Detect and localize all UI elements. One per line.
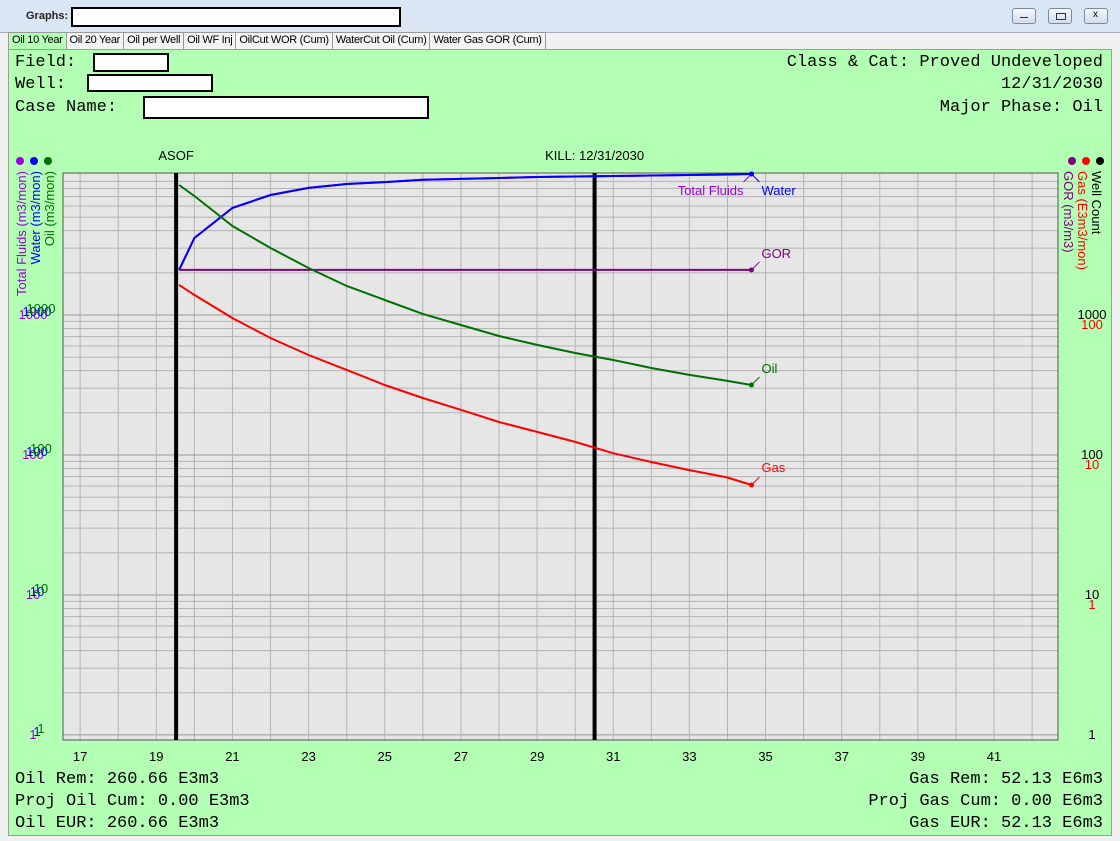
series-label: Total Fluids [678, 183, 744, 198]
field-label: Field: [15, 53, 77, 72]
tab[interactable]: OilCut WOR (Cum) [235, 32, 333, 49]
x-tick-label: 25 [378, 749, 392, 764]
y-tick-label-right: 100 [1081, 447, 1103, 462]
tab[interactable]: Oil 10 Year [8, 32, 67, 49]
y2-tick-label: 10 [1085, 457, 1099, 472]
graphs-selector[interactable] [71, 7, 401, 27]
axis-indicator [44, 157, 52, 165]
y-tick-label: 10 [34, 581, 48, 596]
x-tick-label: 21 [225, 749, 239, 764]
y-tick-label: 1000 [19, 307, 48, 322]
y2-axis-title: Well Count [1089, 171, 1104, 235]
y-tick-label-right: 1 [1088, 727, 1095, 742]
gas-rem: Gas Rem: 52.13 E6m3 [909, 770, 1103, 789]
axis-indicator [1096, 157, 1104, 165]
y-tick-label: 100 [26, 444, 48, 459]
case-name-label: Case Name: [15, 98, 118, 117]
series-label: Gas [761, 460, 785, 475]
y-tick-label: 10 [30, 584, 44, 599]
axis-indicator [30, 157, 38, 165]
y-axis-title: Water (m3/mon) [28, 171, 43, 264]
well-value [87, 74, 213, 92]
y2-tick-label: 100 [1081, 317, 1103, 332]
case-name-value [143, 96, 429, 119]
x-tick-label: 41 [987, 749, 1001, 764]
y-tick-label-right: 1000 [1078, 307, 1107, 322]
y-tick-label: 1000 [23, 304, 52, 319]
y-tick-label: 10 [26, 587, 40, 602]
x-tick-label: 19 [149, 749, 163, 764]
y-tick-label: 100 [30, 441, 52, 456]
well-label: Well: [15, 75, 67, 94]
series-line [178, 284, 752, 486]
x-tick-label: 33 [682, 749, 696, 764]
label-connector [751, 261, 760, 271]
graphs-label: Graphs: [26, 10, 69, 22]
major-phase: Major Phase: Oil [939, 98, 1103, 117]
oil-rem: Oil Rem: 260.66 E3m3 [15, 770, 220, 789]
x-tick-label: 31 [606, 749, 620, 764]
field-value [93, 53, 169, 72]
x-tick-label: 17 [73, 749, 87, 764]
axis-indicator [16, 157, 24, 165]
x-tick-label: 39 [911, 749, 925, 764]
series-label: GOR [761, 246, 791, 261]
x-tick-label: 27 [454, 749, 468, 764]
x-tick-label: 29 [530, 749, 544, 764]
proj-oil-cum: Proj Oil Cum: 0.00 E3m3 [15, 792, 250, 811]
y-axis-title: Oil (m3/mon) [42, 171, 57, 246]
tab-strip: Oil 10 Year Oil 20 Year Oil per Well Oil WF… [8, 32, 546, 49]
marker-label: KILL: 12/31/2030 [545, 148, 644, 163]
minimize-button[interactable] [1012, 8, 1036, 24]
y-tick-label: 1 [29, 727, 36, 742]
y2-tick-label: 1 [1088, 597, 1095, 612]
axis-indicator [1068, 157, 1076, 165]
series-line [178, 184, 752, 386]
y-tick-label: 1 [33, 724, 40, 739]
y-tick-label: 1 [37, 721, 44, 736]
marker-label: ASOF [158, 148, 193, 163]
y-axis-title: Total Fluids (m3/mon) [14, 171, 29, 296]
maximize-button[interactable] [1048, 8, 1072, 24]
title-bar: Graphs: x [0, 0, 1120, 33]
gas-eur: Gas EUR: 52.13 E6m3 [909, 814, 1103, 833]
series-label: Oil [761, 361, 777, 376]
class-cat: Class & Cat: Proved Undeveloped [786, 53, 1103, 72]
x-tick-label: 35 [758, 749, 772, 764]
x-tick-label: 37 [834, 749, 848, 764]
oil-eur: Oil EUR: 260.66 E3m3 [15, 814, 220, 833]
series-label: Water [761, 183, 796, 198]
close-button[interactable]: x [1084, 8, 1108, 24]
tab[interactable]: Oil 20 Year [65, 32, 125, 49]
date: 12/31/2030 [1000, 75, 1103, 94]
y2-axis-title: Gas (E3m3/mon) [1075, 171, 1090, 270]
y-tick-label-right: 10 [1085, 587, 1099, 602]
label-connector [751, 173, 760, 183]
series-line [178, 173, 752, 271]
tab[interactable]: Oil WF Inj [183, 32, 237, 49]
proj-gas-cum: Proj Gas Cum: 0.00 E6m3 [868, 792, 1103, 811]
y-tick-label: 1000 [27, 301, 56, 316]
tab[interactable]: Oil per Well [123, 32, 185, 49]
label-connector [751, 476, 760, 486]
y2-axis-title: GOR (m3/m3) [1061, 171, 1076, 253]
tab[interactable]: Water Gas GOR (Cum) [429, 32, 546, 49]
axis-indicator [1082, 157, 1090, 165]
plot-area [63, 173, 1058, 740]
x-tick-label: 23 [301, 749, 315, 764]
label-connector [751, 376, 760, 386]
tab[interactable]: WaterCut Oil (Cum) [331, 32, 431, 49]
plot-border [62, 172, 1059, 741]
y-tick-label: 100 [22, 447, 44, 462]
